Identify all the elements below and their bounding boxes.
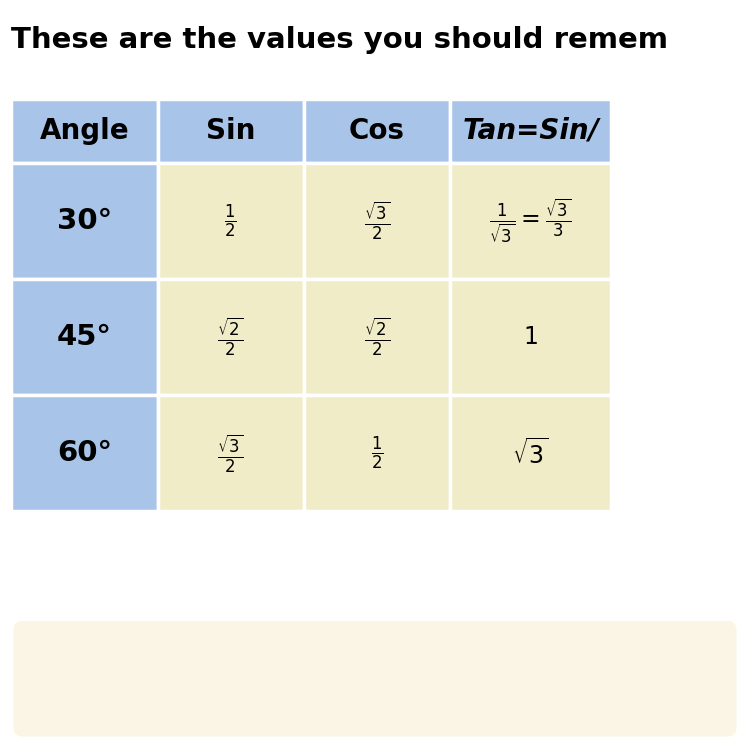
Bar	[11, 99, 158, 163]
Bar	[158, 395, 304, 512]
Text: Sin: Sin	[206, 117, 255, 145]
Bar	[304, 163, 450, 279]
Bar	[304, 279, 450, 395]
Bar	[11, 395, 158, 512]
Bar	[11, 279, 158, 395]
Text: $\frac{\sqrt{3}}{2}$: $\frac{\sqrt{3}}{2}$	[217, 432, 244, 475]
Bar	[304, 395, 450, 512]
Bar	[304, 99, 450, 163]
FancyBboxPatch shape	[13, 621, 736, 736]
Text: $1$: $1$	[524, 326, 538, 350]
Bar	[450, 99, 611, 163]
Text: $\sqrt{3}$: $\sqrt{3}$	[512, 438, 549, 469]
Text: $\frac{1}{2}$: $\frac{1}{2}$	[224, 202, 237, 239]
Bar	[450, 163, 611, 279]
Text: Cos: Cos	[349, 117, 405, 145]
Bar	[450, 279, 611, 395]
Text: $\frac{\sqrt{2}}{2}$: $\frac{\sqrt{2}}{2}$	[217, 316, 244, 358]
Text: 30°: 30°	[57, 207, 112, 235]
Text: These are the values you should remem: These are the values you should remem	[11, 26, 668, 54]
Text: 60°: 60°	[57, 440, 112, 467]
Text: $\frac{\sqrt{2}}{2}$: $\frac{\sqrt{2}}{2}$	[364, 316, 390, 358]
Text: $\frac{\sqrt{3}}{2}$: $\frac{\sqrt{3}}{2}$	[364, 200, 390, 242]
Bar	[11, 163, 158, 279]
Bar	[158, 99, 304, 163]
Text: Angle: Angle	[40, 117, 129, 145]
Bar	[158, 279, 304, 395]
Text: $\frac{1}{\sqrt{3}} = \frac{\sqrt{3}}{3}$: $\frac{1}{\sqrt{3}} = \frac{\sqrt{3}}{3}…	[490, 196, 572, 245]
Text: $\frac{1}{2}$: $\frac{1}{2}$	[370, 435, 383, 472]
Bar	[158, 163, 304, 279]
Text: 45°: 45°	[57, 323, 112, 351]
Bar	[450, 395, 611, 512]
Text: Tan=Sin/: Tan=Sin/	[462, 117, 599, 145]
